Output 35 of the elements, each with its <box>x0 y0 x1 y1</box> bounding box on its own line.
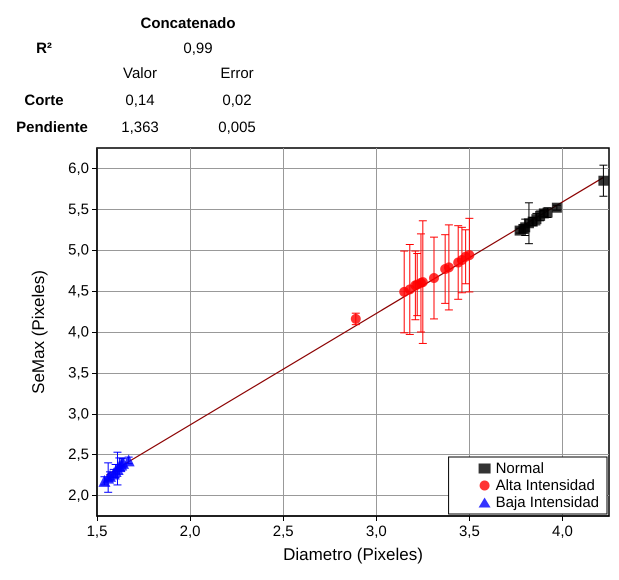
y-tick-label: 2,5 <box>68 446 89 464</box>
point <box>464 250 474 260</box>
text: 0,99 <box>183 40 213 57</box>
text: Valor <box>123 65 157 82</box>
y-tick-label: 5,5 <box>68 200 89 218</box>
x-tick-label: 3,5 <box>458 523 480 540</box>
x-tick-label: 2,0 <box>180 523 201 540</box>
x-tick-label: 2,5 <box>272 523 294 540</box>
legend-label: Normal <box>496 460 544 477</box>
text: 0,02 <box>222 92 252 109</box>
text: Corte <box>24 92 64 109</box>
text: Concatenado <box>140 15 236 32</box>
y-tick-label: 3,5 <box>68 364 89 382</box>
y-tick-label: 4,0 <box>68 324 89 340</box>
x-tick-label: 1,5 <box>86 523 108 540</box>
text: 0,005 <box>218 119 256 136</box>
legend-label: Baja Intensidad <box>496 494 600 511</box>
text: R² <box>36 40 52 57</box>
point <box>444 262 454 272</box>
point <box>598 176 608 186</box>
y-tick-label: 6,0 <box>68 160 89 177</box>
x-axis-title: Diametro (Pixeles) <box>283 545 423 564</box>
y-tick-label: 5,0 <box>68 242 89 259</box>
text: Error <box>220 65 254 82</box>
text: 1,363 <box>121 119 159 136</box>
x-tick-label: 3,0 <box>366 523 387 540</box>
y-tick-label: 3,0 <box>68 405 89 422</box>
text: Pendiente <box>16 119 88 136</box>
text: 0,14 <box>125 92 155 109</box>
legend-label: Alta Intensidad <box>496 477 595 494</box>
x-tick-label: 4,0 <box>552 523 573 540</box>
y-axis-title: SeMax (Pixeles) <box>29 270 48 394</box>
y-tick-label: 4,5 <box>68 282 89 300</box>
y-tick-label: 2,0 <box>68 487 89 504</box>
point <box>429 273 439 284</box>
